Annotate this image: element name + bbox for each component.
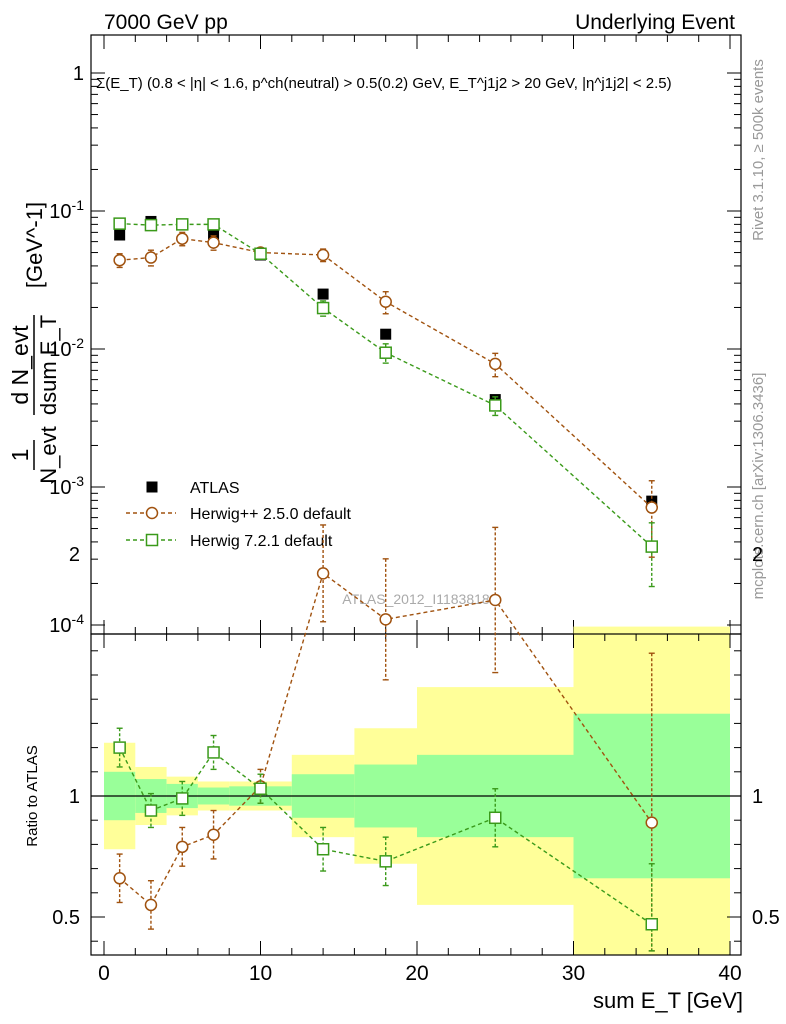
main-point-herwig7 (489, 399, 502, 412)
y-axis-label-dsum: dsum E_T (36, 315, 61, 415)
ratio-y-tick-label-left: 2 (69, 544, 80, 566)
ratio-band-mask (91, 955, 741, 1024)
legend-label-herwigpp: Herwig++ 2.5.0 default (190, 506, 352, 523)
main-point-herwigpp (316, 248, 330, 262)
legend-marker-herwig7 (145, 533, 159, 547)
ratio-point-herwigpp (489, 593, 502, 607)
main-point-herwigpp (113, 253, 126, 267)
ratio-point-herwig7 (316, 842, 330, 856)
main-line-herwig7 (119, 222, 653, 548)
y-tick-label: 10-3 (49, 473, 84, 499)
x-tick-label: 10 (249, 962, 272, 985)
ratio-point-herwigpp (316, 567, 330, 580)
ratio-line-herwigpp (119, 572, 653, 906)
main-point-herwigpp (176, 232, 189, 245)
main-point-data (380, 328, 392, 340)
main-point-data (208, 228, 220, 240)
ratio-y-tick-label-right: 2 (752, 544, 763, 566)
x-axis-label: sum E_T [GeV] (593, 988, 743, 1013)
main-frame (90, 34, 742, 635)
main-point-herwigpp (379, 295, 392, 308)
x-tick-label: 0 (98, 962, 110, 985)
legend-marker-herwigpp (145, 506, 159, 520)
selection-label: Σ(E_T) (0.8 < |η| < 1.6, p^ch(neutral) >… (96, 75, 672, 92)
ratio-frame (90, 633, 742, 956)
main-point-data (317, 288, 329, 300)
main-point-herwigpp (645, 501, 658, 514)
main-point-herwig7 (254, 247, 267, 261)
ratio-point-herwig7 (254, 782, 267, 795)
ratio-y-tick-label-left: 1 (69, 786, 80, 808)
y-tick-label: 10-4 (49, 611, 84, 637)
analysis-id-label: ATLAS_2012_I1183818 (342, 591, 490, 607)
y-axis-label-frac1: 1 (7, 449, 33, 462)
legend-label-herwig7: Herwig 7.2.1 default (190, 533, 333, 550)
main-point-herwig7 (379, 346, 392, 359)
y-axis-label-dn: d N_evt (7, 325, 33, 405)
ratio-y-tick-label-left: 0.5 (52, 907, 80, 929)
x-tick-label: 20 (405, 962, 428, 985)
ratio-point-herwig7 (113, 741, 126, 754)
x-tick-label: 30 (562, 962, 585, 985)
main-point-herwig7 (113, 217, 126, 230)
ratio-point-herwigpp (207, 828, 220, 841)
ratio-point-herwig7 (379, 855, 392, 868)
header-energy: 7000 GeV pp (104, 11, 228, 34)
x-tick-label: 40 (718, 962, 741, 985)
ratio-point-herwig7 (645, 918, 658, 931)
mcplots-source-label: mcplots.cern.ch [arXiv:1306.3436] (750, 373, 767, 600)
y-axis-label-units: [GeV^-1] (22, 202, 47, 288)
y-tick-label: 1 (73, 63, 84, 85)
main-point-herwig7 (316, 301, 330, 315)
ratio-point-herwig7 (144, 804, 158, 817)
ratio-point-herwigpp (144, 898, 158, 912)
y-tick-label: 10-1 (49, 197, 84, 223)
ratio-point-herwig7 (489, 811, 502, 825)
legend-label-data: ATLAS (190, 480, 240, 497)
main-point-herwig7 (176, 218, 189, 231)
ratio-point-herwigpp (645, 816, 658, 829)
main-line-herwigpp (119, 237, 653, 509)
header-process: Underlying Event (575, 11, 735, 34)
main-point-herwig7 (645, 540, 658, 553)
ratio-point-herwigpp (379, 613, 392, 626)
rivet-version-label: Rivet 3.1.10, ≥ 500k events (750, 59, 767, 241)
main-point-herwig7 (144, 218, 158, 232)
y-axis-label-nevt: N_evt (36, 426, 61, 483)
main-point-herwigpp (207, 236, 220, 249)
ratio-point-herwigpp (176, 840, 189, 854)
y-tick-label: 10-2 (49, 335, 84, 361)
ratio-y-axis-label: Ratio to ATLAS (24, 745, 41, 846)
ratio-y-tick-label-right: 0.5 (752, 907, 780, 929)
ratio-point-herwig7 (207, 746, 220, 759)
ratio-y-tick-label-right: 1 (752, 786, 763, 808)
ratio-point-herwig7 (176, 792, 189, 805)
main-point-herwigpp (144, 251, 158, 264)
main-point-herwigpp (489, 357, 502, 371)
legend-marker-data (146, 481, 158, 493)
ratio-panel: 0 10 20 30 40 sum E_T [GeV] 0.5 0.5 1 1 2 2 Ratio to… (24, 524, 780, 1024)
main-point-herwig7 (207, 218, 220, 231)
main-point-data (114, 229, 126, 241)
ratio-point-herwigpp (113, 872, 126, 885)
